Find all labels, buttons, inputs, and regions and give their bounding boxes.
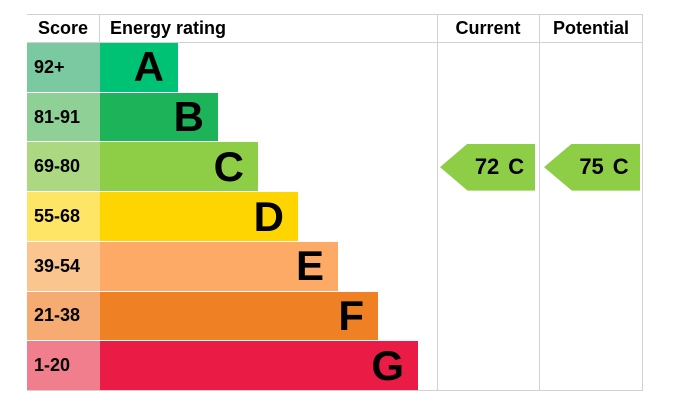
current-column-header: Current: [455, 18, 521, 38]
band-row-g: 1-20 G: [27, 341, 643, 391]
potential-rating-value: 75: [579, 154, 604, 180]
band-bar: G: [100, 341, 418, 391]
band-letter: A: [133, 43, 164, 91]
band-bar: C: [100, 142, 258, 192]
score-cell: 92+: [27, 43, 100, 92]
potential-rating-letter: C: [612, 154, 629, 180]
band-letter: F: [338, 291, 364, 339]
band-bar: F: [100, 291, 378, 341]
table-header: Score Energy rating Current Potential: [27, 15, 643, 43]
band-row-c: 69-80 C: [27, 142, 643, 193]
bands-area: 92+ A 81-91 B 69-80 C 55-68 D 39-54 E 21…: [27, 43, 643, 391]
band-letter: B: [173, 93, 204, 141]
score-column-header: Score: [27, 15, 100, 42]
band-bar: D: [100, 192, 298, 241]
band-row-f: 21-38 F: [27, 291, 643, 342]
band-row-e: 39-54 E: [27, 241, 643, 292]
score-cell: 81-91: [27, 92, 100, 142]
potential-column-header: Potential: [552, 18, 629, 38]
score-cell: 39-54: [27, 241, 100, 291]
band-letter: C: [213, 142, 244, 190]
score-cell: 21-38: [27, 291, 100, 341]
band-row-b: 81-91 B: [27, 92, 643, 143]
current-rating-value: 72: [474, 154, 500, 180]
band-bar: A: [100, 43, 178, 92]
band-bar: B: [100, 92, 218, 142]
energy-rating-column-header: Energy rating: [110, 18, 227, 38]
score-cell: 1-20: [27, 341, 100, 391]
table-right-border: [642, 15, 643, 391]
divider-rating-current: [437, 15, 438, 391]
band-letter: E: [295, 242, 324, 290]
band-letter: G: [371, 341, 404, 389]
score-cell: 55-68: [27, 192, 100, 241]
score-cell: 69-80: [27, 142, 100, 192]
band-row-d: 55-68 D: [27, 192, 643, 242]
epc-table: Score Energy rating Current Potential 92…: [27, 14, 643, 391]
current-rating-letter: C: [508, 154, 525, 180]
band-bar: E: [100, 241, 338, 291]
band-row-a: 92+ A: [27, 43, 643, 93]
divider-current-potential: [539, 15, 540, 391]
band-letter: D: [253, 192, 284, 240]
